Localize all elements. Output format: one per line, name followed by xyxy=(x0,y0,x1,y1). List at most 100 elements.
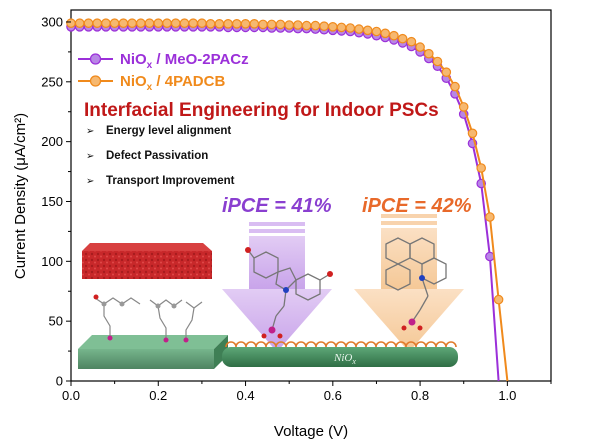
legend-label-4padcb-rest: / 4PADCB xyxy=(152,73,225,90)
data-point-4padcb xyxy=(258,19,268,30)
bullet-transport: Transport Improvement xyxy=(106,175,235,187)
data-point-4padcb xyxy=(127,18,137,28)
data-point-4padcb xyxy=(266,19,277,30)
data-point-4padcb xyxy=(153,18,164,28)
legend-label-meo-main: NiO xyxy=(120,51,147,68)
legend: NiOx / MeO-2PACz NiOx / 4PADCB xyxy=(78,51,249,93)
data-point-4padcb xyxy=(441,67,452,77)
legend-label-meo-rest: / MeO-2PACz xyxy=(152,51,248,68)
data-point-4padcb xyxy=(319,21,329,31)
bullet-arrow-icon: ➢ xyxy=(86,151,94,162)
x-tick-label: 0.2 xyxy=(149,388,167,403)
data-point-4padcb xyxy=(136,18,146,28)
orange-arrow-illustration xyxy=(354,214,464,352)
data-point-4padcb xyxy=(92,18,102,28)
data-point-4padcb xyxy=(284,20,294,30)
y-tick-label: 50 xyxy=(49,314,63,329)
y-tick-label: 100 xyxy=(41,254,63,269)
ipce-4padcb-label: iPCE = 42% xyxy=(362,195,472,217)
data-point-4padcb xyxy=(66,18,76,28)
y-tick-label: 200 xyxy=(41,134,63,149)
data-point-4padcb xyxy=(476,163,486,173)
data-point-4padcb xyxy=(188,18,198,28)
y-tick-label: 300 xyxy=(41,14,63,29)
data-point-4padcb xyxy=(214,18,225,29)
data-point-4padcb xyxy=(179,18,190,28)
headline: Interfacial Engineering for Indoor PSCs xyxy=(84,100,439,121)
data-point-4padcb xyxy=(293,20,303,30)
x-axis-label: Voltage (V) xyxy=(274,423,348,440)
data-point-4padcb xyxy=(397,33,408,44)
bullet-defect-passivation: Defect Passivation xyxy=(106,150,208,162)
data-point-4padcb xyxy=(301,20,312,31)
data-point-4padcb xyxy=(197,18,207,28)
data-point-4padcb xyxy=(170,18,181,28)
y-tick-label: 150 xyxy=(41,194,63,209)
data-point-4padcb xyxy=(232,18,242,29)
data-point-4padcb xyxy=(345,23,356,33)
bullet-energy-level: Energy level alignment xyxy=(106,125,231,137)
niox-substrate-illustration: NiOx xyxy=(222,341,458,367)
perovskite-block-illustration xyxy=(82,243,212,279)
series-layer xyxy=(66,18,509,382)
data-point-4padcb xyxy=(223,18,233,29)
data-point-4padcb xyxy=(83,18,94,28)
purple-arrow-illustration xyxy=(222,222,332,352)
data-point-4padcb xyxy=(74,18,85,28)
left-molecule-sketch xyxy=(93,294,203,343)
data-point-4padcb xyxy=(458,102,469,112)
data-point-4padcb xyxy=(415,42,425,52)
illustration-layer: NiOx xyxy=(78,214,464,369)
legend-item-4padcb: NiOx / 4PADCB xyxy=(78,73,225,93)
y-tick-label: 0 xyxy=(56,374,63,389)
data-point-4padcb xyxy=(275,19,286,30)
data-point-4padcb xyxy=(109,18,120,28)
data-point-4padcb xyxy=(327,21,338,32)
data-point-4padcb xyxy=(101,18,111,28)
data-point-4padcb xyxy=(423,48,434,59)
plot-frame xyxy=(70,9,552,382)
y-tick-label: 250 xyxy=(41,74,63,89)
series-4padcb xyxy=(66,18,509,382)
data-point-4padcb xyxy=(118,18,129,28)
svg-text:NiOx / MeO-2PACz: NiOx / MeO-2PACz xyxy=(120,51,249,71)
data-point-4padcb xyxy=(450,81,460,92)
data-point-4padcb xyxy=(162,18,172,28)
y-axis-label: Current Density (μA/cm²) xyxy=(12,113,29,279)
data-point-4padcb xyxy=(310,20,321,31)
data-point-4padcb xyxy=(432,56,443,67)
x-tick-label: 0.0 xyxy=(62,388,80,403)
data-point-4padcb xyxy=(493,294,504,305)
4padcb-molecule-illustration xyxy=(385,237,447,331)
x-tick-label: 0.8 xyxy=(411,388,429,403)
data-point-4padcb xyxy=(389,30,399,41)
legend-label-4padcb-main: NiO xyxy=(120,73,147,90)
data-point-4padcb xyxy=(467,128,478,139)
x-tick-label: 0.6 xyxy=(324,388,342,403)
legend-label-meo-sub: x xyxy=(147,60,153,71)
data-point-4padcb xyxy=(144,18,155,28)
bullet-list: ➢ Energy level alignment ➢ Defect Passiv… xyxy=(86,125,235,187)
data-point-4padcb xyxy=(380,28,390,39)
data-point-4padcb xyxy=(240,18,251,29)
meo-2pacz-molecule-illustration xyxy=(245,247,333,339)
niox-substrate-label: NiOx xyxy=(333,352,356,366)
data-point-4padcb xyxy=(406,36,417,47)
x-tick-label: 0.4 xyxy=(237,388,255,403)
data-point-4padcb xyxy=(362,25,373,36)
data-point-4padcb xyxy=(485,212,495,222)
data-point-4padcb xyxy=(354,24,364,34)
data-point-4padcb xyxy=(205,18,216,29)
data-point-4padcb xyxy=(249,18,260,29)
legend-label-4padcb-sub: x xyxy=(147,82,153,93)
data-point-4padcb xyxy=(336,22,347,33)
bullet-arrow-icon: ➢ xyxy=(86,126,94,137)
svg-text:NiOx / 4PADCB: NiOx / 4PADCB xyxy=(120,73,225,93)
legend-item-meo-2pacz: NiOx / MeO-2PACz xyxy=(78,51,249,71)
axis-layer: 0.0 0.2 0.4 0.6 0.8 1.0 0 50 100 150 200 250 300 xyxy=(41,14,552,403)
bullet-arrow-icon: ➢ xyxy=(86,176,94,187)
ipce-meo-label: iPCE = 41% xyxy=(222,195,332,217)
data-point-4padcb xyxy=(371,26,382,37)
x-tick-label: 1.0 xyxy=(498,388,516,403)
left-substrate-illustration xyxy=(78,335,228,369)
